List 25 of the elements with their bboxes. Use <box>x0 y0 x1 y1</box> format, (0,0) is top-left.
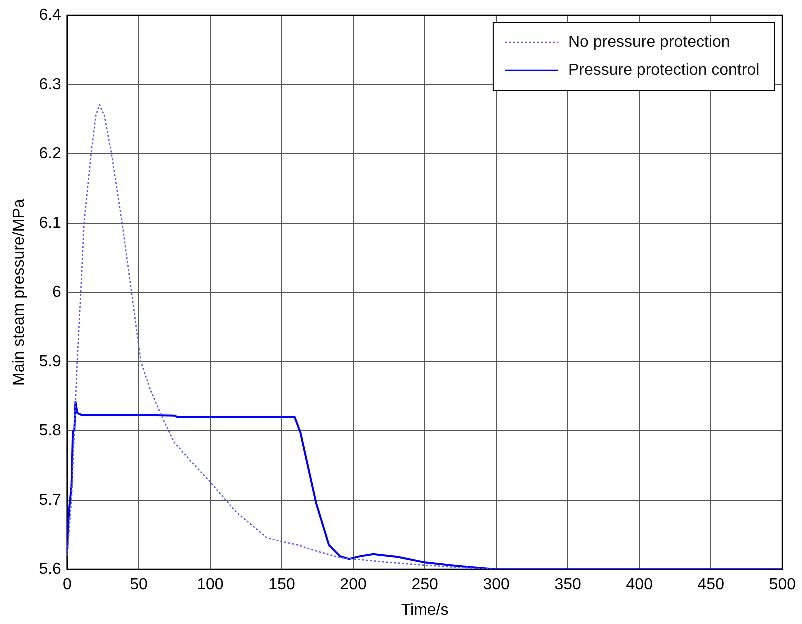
x-tick-label: 150 <box>268 576 296 594</box>
x-tick-label: 450 <box>698 576 725 594</box>
legend-label: No pressure protection <box>568 34 730 52</box>
y-tick-label: 6.2 <box>39 146 62 163</box>
x-tick-label: 350 <box>554 576 582 594</box>
y-tick-label: 6.1 <box>39 214 62 232</box>
y-tick-label: 6 <box>52 284 62 302</box>
x-tick-label: 100 <box>197 576 224 594</box>
x-tick-label: 500 <box>769 576 796 594</box>
y-tick-label: 5.8 <box>39 422 62 440</box>
legend-label: Pressure protection control <box>568 62 760 80</box>
y-tick-label: 5.6 <box>39 561 62 578</box>
x-tick-label: 300 <box>483 576 510 594</box>
x-tick-label: 200 <box>340 576 367 594</box>
x-tick-label: 250 <box>412 576 438 594</box>
x-tick-label: 0 <box>62 576 72 594</box>
x-tick-label: 50 <box>130 576 148 594</box>
y-tick-label: 6.4 <box>39 7 62 24</box>
x-axis-title: Time/s <box>401 602 449 619</box>
y-tick-label: 5.7 <box>39 492 62 509</box>
x-tick-label: 400 <box>626 576 654 594</box>
y-axis-title: Main steam pressure/MPa <box>11 199 28 386</box>
line-series <box>67 104 498 570</box>
y-tick-label: 6.3 <box>39 76 62 94</box>
y-tick-label: 5.9 <box>39 353 62 370</box>
